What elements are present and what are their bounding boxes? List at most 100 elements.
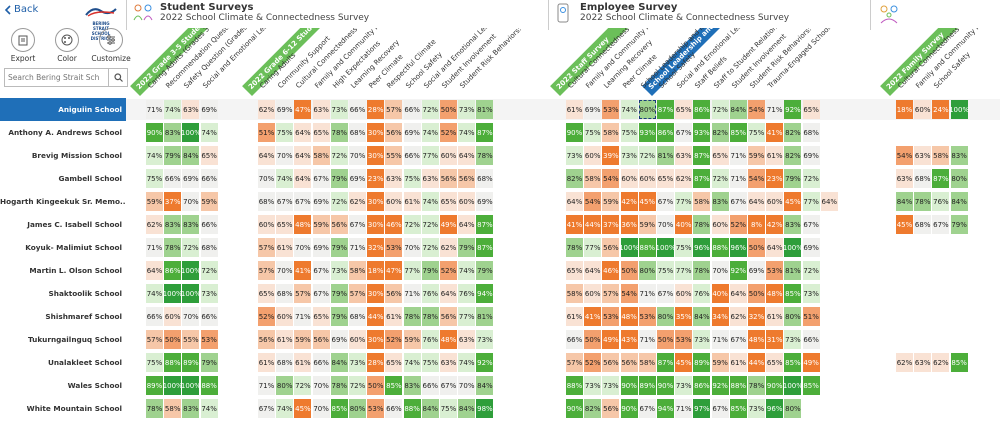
score-cell[interactable]: 80% [784,307,802,326]
score-cell[interactable]: 58% [312,146,330,165]
score-cell[interactable]: 74% [458,123,476,142]
score-cell[interactable]: 68% [349,307,366,326]
score-cell[interactable]: 78% [914,192,932,211]
customize-button[interactable]: Customize [91,28,131,63]
score-cell[interactable]: 61% [766,307,784,326]
score-cell[interactable]: 67% [312,284,330,303]
score-cell[interactable]: 85% [802,376,820,395]
score-cell[interactable]: 82% [566,169,583,188]
score-cell[interactable]: 78% [330,123,348,142]
score-cell[interactable]: 73% [458,100,476,119]
score-cell[interactable]: 100% [181,261,201,280]
score-cell[interactable]: 59% [602,192,620,211]
score-cell[interactable]: 57% [294,284,312,303]
score-cell[interactable]: 83% [182,215,200,234]
score-cell[interactable]: 61% [294,353,312,372]
score-cell[interactable]: 70% [258,169,275,188]
score-cell[interactable]: 90% [566,123,583,142]
score-cell[interactable]: 100% [181,123,201,142]
score-cell[interactable]: 53% [385,238,403,257]
score-cell[interactable]: 83% [711,192,729,211]
score-cell[interactable]: 32% [367,238,385,257]
score-cell[interactable] [914,399,931,418]
score-cell[interactable]: 64% [440,284,457,303]
score-cell[interactable]: 97% [693,399,711,418]
score-cell[interactable]: 67% [312,261,330,280]
score-cell[interactable] [951,261,968,280]
score-cell[interactable]: 92% [711,376,729,395]
search-input[interactable] [5,69,109,86]
score-cell[interactable]: 77% [802,192,820,211]
score-cell[interactable]: 67% [312,169,330,188]
score-cell[interactable]: 64% [294,146,312,165]
score-cell[interactable]: 85% [330,399,348,418]
score-cell[interactable]: 69% [330,330,348,349]
score-cell[interactable]: 69% [312,238,330,257]
score-cell[interactable]: 65% [312,123,330,142]
score-cell[interactable]: 45% [675,353,693,372]
score-cell[interactable]: 60% [349,330,366,349]
score-cell[interactable]: 53% [602,100,620,119]
score-cell[interactable]: 63% [896,169,913,188]
score-cell[interactable]: 87% [693,146,711,165]
score-cell[interactable] [896,284,913,303]
score-cell[interactable] [951,238,968,257]
score-cell[interactable]: 71% [675,399,693,418]
score-cell[interactable]: 67% [657,192,674,211]
score-cell[interactable]: 44% [367,307,385,326]
score-cell[interactable]: 100% [783,238,803,257]
score-cell[interactable]: 54% [748,169,765,188]
score-cell[interactable]: 68% [349,123,366,142]
score-cell[interactable]: 48% [748,330,765,349]
score-cell[interactable]: 30% [367,192,385,211]
score-cell[interactable]: 63% [385,169,403,188]
score-cell[interactable]: 34% [711,307,729,326]
score-cell[interactable]: 73% [330,100,348,119]
score-cell[interactable]: 53% [200,330,218,349]
score-cell[interactable]: 89% [182,353,200,372]
score-cell[interactable]: 77% [584,238,602,257]
score-cell[interactable]: 79% [330,284,348,303]
score-cell[interactable]: 30% [367,146,385,165]
score-cell[interactable]: 61% [276,330,294,349]
score-cell[interactable]: 71% [638,330,656,349]
score-cell[interactable]: 75% [675,238,693,257]
score-cell[interactable]: 58% [932,146,950,165]
score-cell[interactable]: 54% [602,169,620,188]
score-cell[interactable]: 46% [385,215,403,234]
score-cell[interactable]: 88% [566,376,583,395]
score-cell[interactable]: 75% [421,353,439,372]
score-cell[interactable] [951,123,968,142]
score-cell[interactable]: 54% [748,100,765,119]
score-cell[interactable]: 78% [164,238,182,257]
score-cell[interactable] [914,307,931,326]
score-cell[interactable]: 52% [258,307,275,326]
score-cell[interactable]: 67% [294,192,312,211]
score-cell[interactable]: 36% [620,215,638,234]
score-cell[interactable]: 65% [802,100,820,119]
score-cell[interactable]: 84% [729,100,747,119]
score-cell[interactable]: 63% [914,353,932,372]
score-cell[interactable]: 78% [146,399,163,418]
score-cell[interactable]: 76% [421,330,439,349]
score-cell[interactable]: 52% [440,123,457,142]
score-cell[interactable]: 71% [729,146,747,165]
score-cell[interactable]: 67% [729,330,747,349]
score-cell[interactable]: 56% [458,169,476,188]
score-cell[interactable]: 78% [693,261,711,280]
score-cell[interactable]: 41% [294,261,312,280]
score-cell[interactable]: 84% [950,192,968,211]
score-cell[interactable]: 48% [766,284,784,303]
score-cell[interactable]: 72% [638,146,656,165]
score-cell[interactable]: 64% [584,261,602,280]
score-cell[interactable]: 64% [766,238,784,257]
score-cell[interactable]: 73% [784,330,802,349]
score-cell[interactable]: 74% [620,100,638,119]
score-cell[interactable] [951,376,968,395]
score-cell[interactable]: 66% [421,376,439,395]
score-cell[interactable]: 88% [638,238,656,257]
score-cell[interactable]: 44% [584,215,602,234]
score-cell[interactable]: 64% [820,192,838,211]
score-cell[interactable]: 78% [421,307,439,326]
score-cell[interactable]: 71% [403,284,421,303]
